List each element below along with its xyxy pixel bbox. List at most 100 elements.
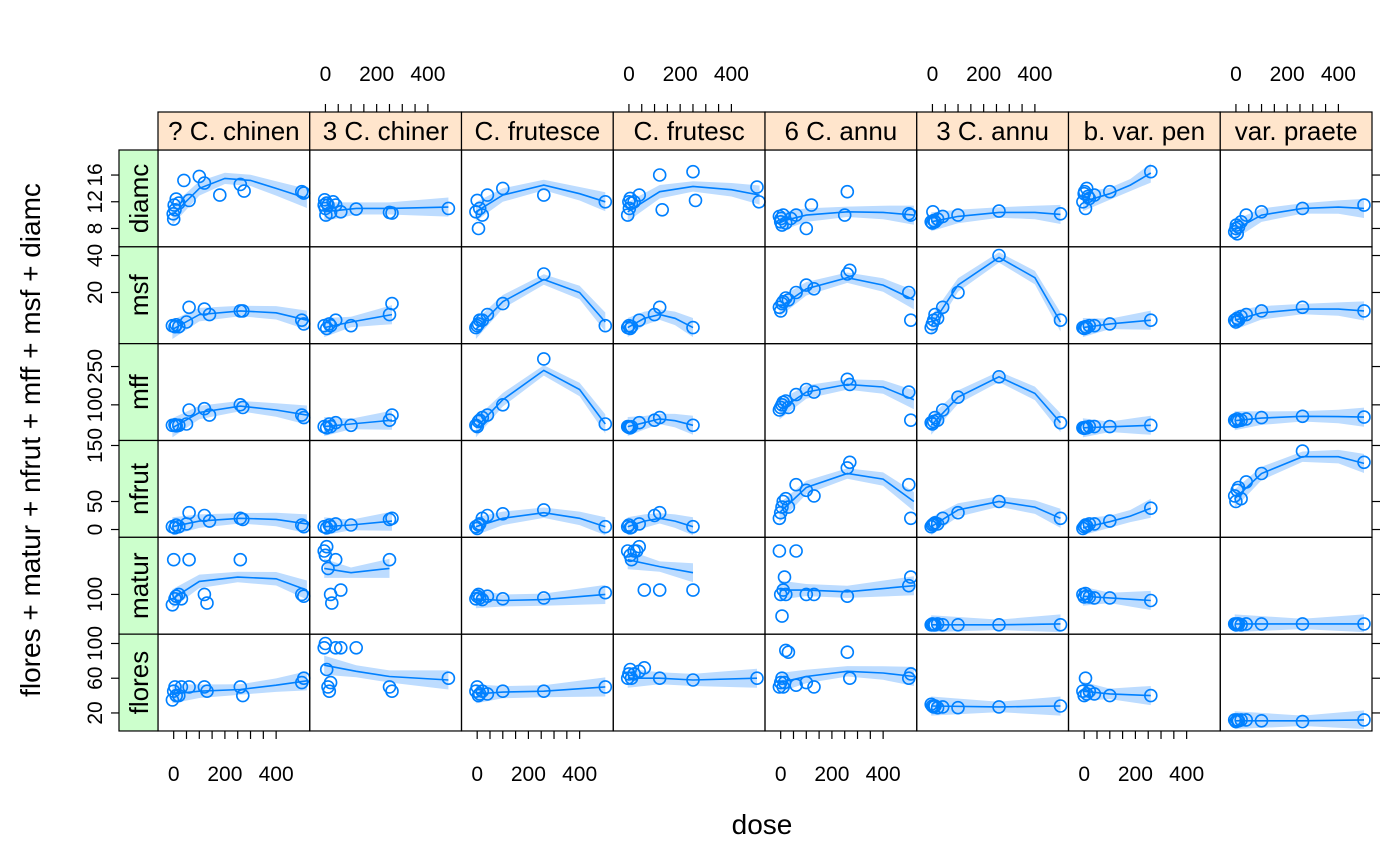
point-msf-2-7 — [536, 267, 551, 281]
band-flores-4 — [779, 666, 914, 693]
band-msf-5 — [931, 252, 1061, 336]
point-nfrut-7-6 — [1254, 466, 1269, 481]
point-diamc-2-8 — [598, 195, 613, 209]
point-matur-4-10 — [901, 578, 916, 593]
point-matur-7-8 — [1357, 617, 1371, 631]
variable-strip-label: diamc — [124, 164, 154, 233]
point-msf-4-5 — [781, 293, 796, 307]
point-nfrut-7-7 — [1295, 444, 1310, 458]
panel-frame — [460, 536, 614, 635]
point-flores-6-7 — [1144, 688, 1158, 703]
y-tick-label: 250 — [84, 349, 107, 384]
fit-line-matur-3 — [627, 558, 694, 574]
point-matur-1-2 — [319, 539, 334, 554]
point-matur-4-9 — [840, 589, 855, 604]
point-diamc-0-3 — [168, 203, 182, 217]
point-msf-1-4 — [328, 313, 343, 328]
point-mff-7-6 — [1254, 410, 1269, 425]
point-diamc-2-5 — [480, 188, 495, 202]
point-nfrut-6-3 — [1079, 519, 1094, 534]
point-msf-7-5 — [1239, 307, 1253, 322]
point-flores-2-5 — [480, 687, 495, 701]
point-mff-4-4 — [778, 394, 793, 408]
point-diamc-1-7 — [326, 195, 340, 209]
point-nfrut-3-7 — [686, 519, 700, 534]
point-matur-0-5 — [174, 591, 189, 606]
fit-line-diamc-3 — [627, 185, 760, 213]
point-flores-3-9 — [750, 671, 764, 686]
point-nfrut-5-6 — [951, 505, 965, 520]
point-msf-2-8 — [598, 318, 613, 333]
fit-line-flores-7 — [1234, 719, 1365, 722]
variable-strip — [118, 246, 159, 345]
band-flores-2 — [475, 677, 606, 704]
panel-strip-label: C. frutesce — [475, 116, 601, 146]
y-tick-label: 100 — [84, 387, 107, 422]
point-matur-2-7 — [536, 591, 551, 605]
point-mff-3-3 — [624, 419, 639, 434]
point-mff-4-10 — [842, 377, 857, 392]
point-diamc-6-4 — [1079, 181, 1094, 196]
fit-line-flores-5 — [931, 705, 1061, 708]
fit-line-matur-0 — [171, 576, 308, 600]
point-flores-1-7 — [333, 640, 348, 655]
y-tick-label: 12 — [84, 190, 107, 213]
point-diamc-6-8 — [1103, 184, 1117, 199]
band-mff-7 — [1234, 407, 1364, 431]
point-msf-0-9 — [236, 304, 250, 318]
point-diamc-2-7 — [536, 188, 551, 202]
point-diamc-4-12 — [901, 207, 916, 221]
panel-strip — [309, 111, 463, 151]
point-msf-4-6 — [789, 285, 803, 300]
point-flores-0-5 — [174, 680, 189, 694]
point-flores-0-4 — [172, 688, 186, 703]
variable-strip-label: flores — [124, 651, 154, 715]
x-tick-label: 200 — [1118, 763, 1153, 786]
point-matur-3-7 — [652, 583, 667, 597]
point-msf-7-8 — [1357, 304, 1371, 318]
fit-line-flores-2 — [475, 686, 606, 695]
point-nfrut-0-10 — [294, 518, 309, 532]
band-mff-2 — [475, 365, 606, 438]
point-flores-3-2 — [623, 662, 638, 677]
point-msf-0-5 — [182, 300, 196, 315]
point-nfrut-1-4 — [328, 517, 343, 531]
y-tick-label: 16 — [84, 163, 107, 186]
y-tick-label: 20 — [84, 281, 107, 304]
point-msf-7-6 — [1254, 304, 1269, 318]
point-matur-4-5 — [778, 587, 793, 602]
point-nfrut-5-7 — [992, 494, 1006, 509]
point-msf-7-0 — [1227, 313, 1242, 328]
point-flores-6-2 — [1078, 671, 1093, 686]
point-flores-4-10 — [840, 645, 855, 660]
point-diamc-3-7 — [652, 168, 667, 182]
point-diamc-4-9 — [804, 198, 819, 212]
point-flores-7-6 — [1254, 713, 1269, 728]
point-msf-6-6 — [1103, 317, 1117, 331]
point-flores-4-8 — [799, 675, 814, 690]
fit-line-nfrut-6 — [1082, 507, 1152, 529]
y-tick-label: 100 — [84, 577, 107, 612]
variable-strip-label: mff — [124, 373, 154, 409]
point-nfrut-0-7 — [202, 514, 217, 528]
point-matur-5-6 — [951, 617, 965, 632]
point-matur-0-9 — [233, 552, 248, 567]
point-diamc-3-10 — [688, 193, 703, 208]
point-msf-5-4 — [930, 311, 945, 326]
x-tick-label: 0 — [623, 63, 635, 86]
point-diamc-0-5 — [172, 196, 186, 210]
point-msf-0-2 — [169, 317, 183, 332]
point-msf-4-10 — [842, 263, 857, 278]
variable-strip-label: msf — [124, 274, 154, 317]
panel-strip — [612, 111, 766, 151]
point-diamc-6-7 — [1087, 188, 1102, 202]
band-nfrut-0 — [172, 512, 307, 536]
point-msf-4-1 — [773, 304, 788, 318]
fit-line-flores-3 — [627, 677, 758, 681]
point-matur-1-3 — [321, 561, 335, 576]
point-diamc-1-10 — [349, 202, 364, 216]
point-nfrut-7-8 — [1357, 455, 1371, 470]
point-msf-4-11 — [901, 285, 916, 300]
point-mff-4-12 — [903, 413, 918, 428]
